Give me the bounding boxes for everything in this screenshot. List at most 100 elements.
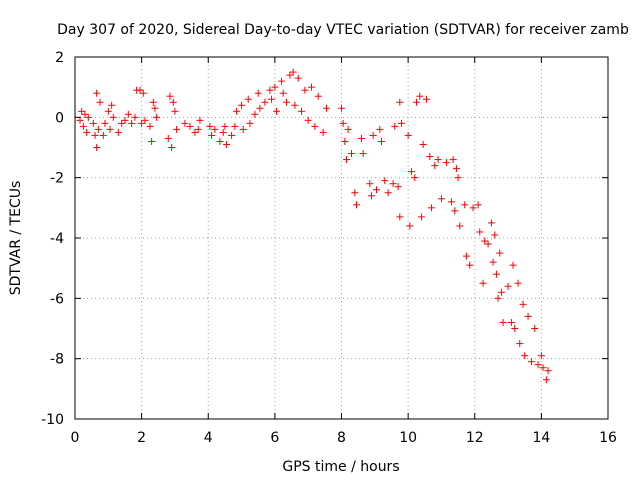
data-point bbox=[476, 228, 484, 236]
data-point bbox=[251, 110, 259, 118]
data-point bbox=[376, 125, 384, 133]
data-point bbox=[492, 270, 500, 278]
data-point bbox=[384, 189, 392, 197]
data-point bbox=[91, 131, 99, 139]
data-point bbox=[99, 131, 107, 139]
data-point bbox=[524, 312, 532, 320]
data-point bbox=[489, 258, 497, 266]
data-point bbox=[369, 131, 377, 139]
data-point bbox=[359, 150, 367, 158]
x-tick-label: 6 bbox=[270, 430, 279, 446]
data-point bbox=[449, 156, 457, 164]
data-point bbox=[347, 150, 355, 158]
data-point bbox=[534, 361, 542, 369]
data-point bbox=[474, 201, 482, 209]
data-point bbox=[233, 107, 241, 115]
data-point bbox=[84, 113, 92, 121]
data-point bbox=[381, 177, 389, 185]
data-point bbox=[372, 186, 380, 194]
data-point bbox=[231, 122, 239, 130]
data-point bbox=[228, 131, 236, 139]
data-point bbox=[104, 107, 112, 115]
data-point bbox=[437, 195, 445, 203]
data-point bbox=[79, 122, 87, 130]
data-point bbox=[271, 83, 279, 91]
data-point bbox=[118, 119, 126, 127]
data-point bbox=[394, 183, 402, 191]
y-tick-label: 2 bbox=[55, 50, 64, 66]
data-point bbox=[106, 125, 114, 133]
data-point bbox=[496, 249, 504, 257]
data-point bbox=[124, 110, 132, 118]
data-point bbox=[283, 98, 291, 106]
data-point bbox=[194, 125, 202, 133]
y-tick-label: 0 bbox=[55, 110, 64, 126]
data-point bbox=[406, 222, 414, 230]
data-point bbox=[397, 119, 405, 127]
data-point bbox=[479, 279, 487, 287]
data-point bbox=[83, 128, 91, 136]
x-tick-label: 0 bbox=[71, 430, 80, 446]
data-point bbox=[514, 279, 522, 287]
data-point bbox=[531, 325, 539, 332]
data-point bbox=[166, 92, 174, 100]
data-point bbox=[452, 165, 460, 173]
data-point bbox=[131, 113, 139, 121]
data-point bbox=[417, 213, 425, 221]
data-point bbox=[109, 113, 117, 121]
data-point bbox=[494, 294, 502, 302]
data-point bbox=[342, 156, 350, 164]
data-point bbox=[289, 68, 297, 76]
data-point bbox=[146, 122, 154, 130]
data-point bbox=[221, 122, 229, 130]
data-point bbox=[366, 180, 374, 188]
data-point bbox=[454, 174, 462, 182]
y-tick-label: -2 bbox=[50, 171, 64, 187]
data-point bbox=[497, 288, 505, 296]
data-point bbox=[256, 104, 264, 112]
data-point bbox=[344, 125, 352, 133]
data-point bbox=[191, 128, 199, 136]
data-point bbox=[311, 122, 319, 130]
data-point bbox=[462, 252, 470, 260]
data-point bbox=[537, 352, 545, 360]
data-point bbox=[164, 134, 172, 142]
data-point bbox=[291, 101, 299, 109]
data-point bbox=[78, 107, 86, 115]
data-point bbox=[427, 204, 435, 212]
data-point bbox=[391, 122, 399, 130]
data-point bbox=[298, 107, 306, 115]
y-tick-labels: 2 0 -2 -4 -6 -8 -10 bbox=[41, 50, 64, 428]
data-point bbox=[542, 376, 550, 384]
data-point bbox=[426, 153, 434, 161]
data-point bbox=[81, 110, 89, 118]
chart-title: Day 307 of 2020, Sidereal Day-to-day VTE… bbox=[57, 22, 629, 38]
data-point bbox=[266, 86, 274, 94]
data-point bbox=[149, 98, 157, 106]
data-point bbox=[419, 140, 427, 148]
data-point bbox=[151, 104, 159, 112]
data-point bbox=[491, 231, 499, 239]
data-point bbox=[367, 192, 375, 200]
data-point bbox=[461, 201, 469, 209]
data-point bbox=[301, 86, 309, 94]
data-point bbox=[308, 83, 316, 91]
data-point bbox=[128, 119, 136, 127]
data-point bbox=[168, 144, 176, 151]
data-point bbox=[319, 128, 327, 136]
x-tick-label: 4 bbox=[204, 430, 213, 446]
data-point bbox=[323, 104, 331, 112]
x-tick-labels: 0 2 4 6 8 10 12 14 16 bbox=[71, 430, 617, 446]
data-point bbox=[357, 134, 365, 142]
data-point bbox=[481, 237, 489, 245]
data-point bbox=[484, 240, 492, 248]
data-point bbox=[223, 140, 231, 148]
data-point bbox=[208, 131, 216, 139]
data-point bbox=[268, 95, 276, 103]
data-point bbox=[404, 131, 412, 139]
data-point bbox=[338, 104, 345, 112]
data-point bbox=[389, 180, 397, 188]
data-point bbox=[507, 318, 515, 326]
